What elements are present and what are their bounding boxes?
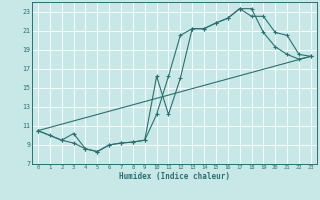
X-axis label: Humidex (Indice chaleur): Humidex (Indice chaleur) bbox=[119, 172, 230, 181]
